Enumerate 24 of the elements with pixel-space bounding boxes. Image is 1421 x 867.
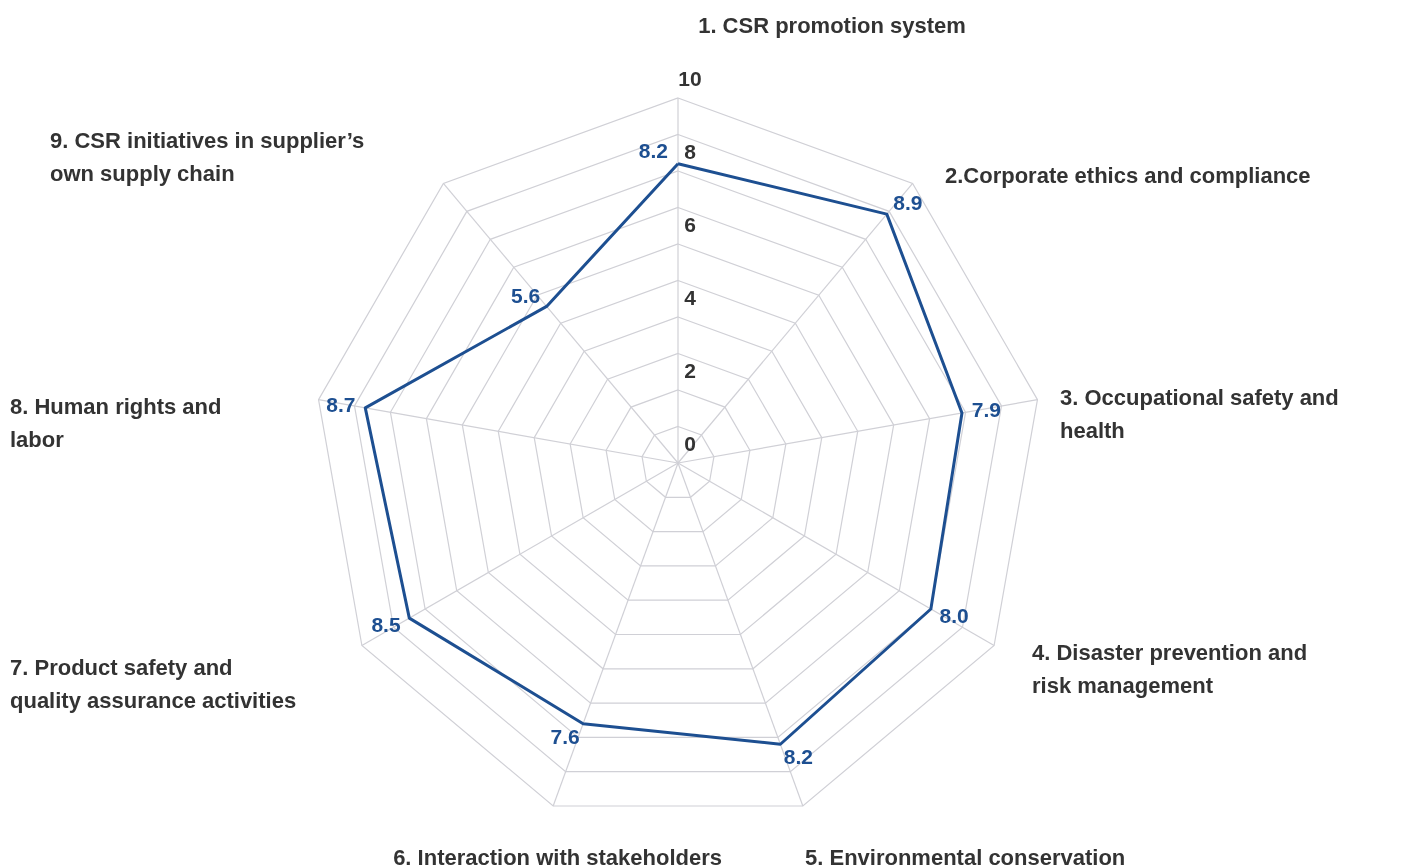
- data-label: 7.6: [550, 724, 580, 748]
- data-label: 8.2: [783, 745, 813, 769]
- data-label: 8.0: [939, 604, 969, 627]
- y-tick-label: 6: [684, 213, 696, 236]
- data-label: 7.9: [971, 398, 1002, 422]
- spoke-label: 7. Product safety and quality assurance activities: [10, 655, 297, 713]
- y-tick-label: 0: [684, 432, 696, 455]
- y-tick-label: 4: [684, 286, 697, 309]
- spoke-label: 6. Interaction with stakeholders: [393, 845, 722, 867]
- spoke-label: 4. Disaster prevention and risk management: [1032, 640, 1308, 698]
- data-label: 8.2: [638, 138, 668, 162]
- y-tick-label: 8: [684, 140, 697, 163]
- data-label: 5.6: [510, 283, 541, 307]
- spoke-label: 5. Environmental conservation: [805, 845, 1126, 867]
- spoke-label: 3. Occupational safety and health: [1060, 385, 1339, 443]
- spoke-label: 1. CSR promotion system: [698, 13, 966, 38]
- spoke-label: 9. CSR initiatives in supplier’s own supply chain: [50, 128, 365, 186]
- y-tick-label: 2: [684, 359, 696, 382]
- spoke-label: 2.Corporate ethics and compliance: [945, 163, 1311, 188]
- y-tick-label: 10: [678, 67, 702, 90]
- data-label: 8.7: [326, 393, 356, 417]
- data-label: 8.5: [371, 613, 401, 637]
- spoke-label: 8. Human rights and labor: [10, 394, 222, 452]
- data-label: 8.9: [893, 191, 923, 215]
